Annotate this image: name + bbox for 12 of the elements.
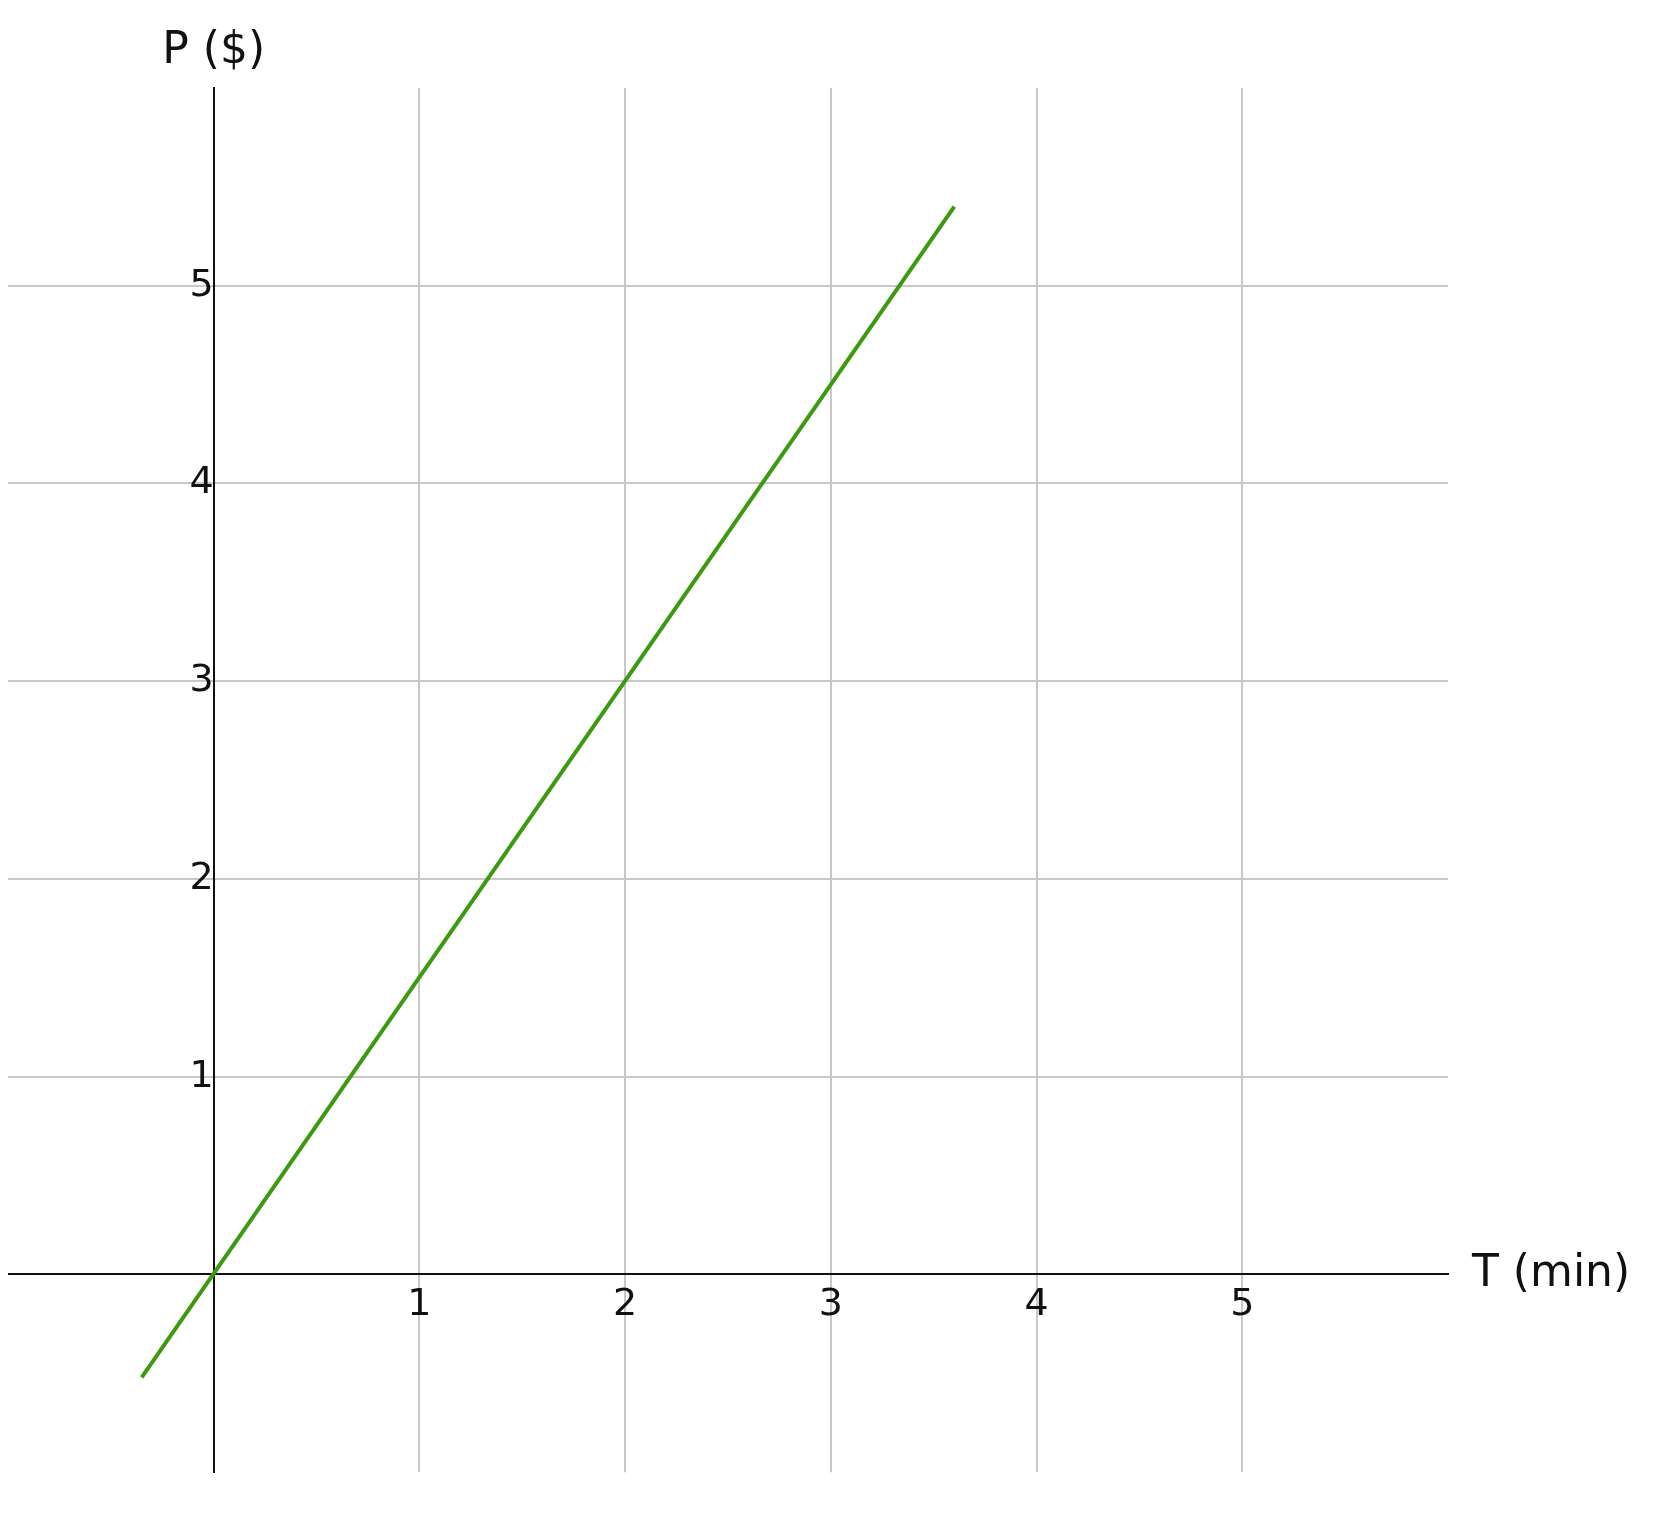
y-tick-label: 1: [189, 1051, 214, 1096]
y-tick-label: 2: [189, 853, 214, 898]
y-axis-title: P ($): [162, 22, 266, 74]
x-tick-label: 4: [1024, 1280, 1049, 1325]
y-tick-label: 5: [189, 260, 214, 305]
x-tick-label: 2: [613, 1280, 638, 1325]
x-tick-label: 5: [1230, 1280, 1255, 1325]
x-axis-title: T (min): [1471, 1244, 1631, 1296]
y-tick-label: 3: [189, 656, 214, 701]
y-tick-label: 4: [189, 458, 214, 503]
x-tick-label: 1: [407, 1280, 432, 1325]
x-tick-label: 3: [818, 1280, 843, 1325]
